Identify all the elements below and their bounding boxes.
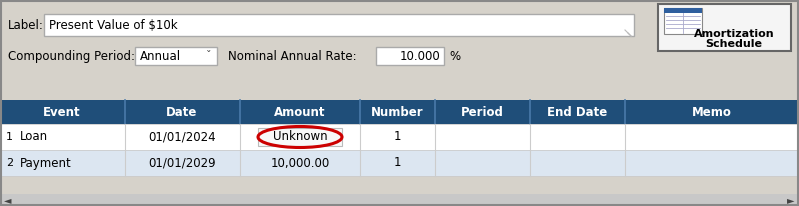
Text: 01/01/2024: 01/01/2024	[148, 130, 216, 144]
Text: Label:: Label:	[8, 19, 44, 32]
Text: Payment: Payment	[20, 157, 72, 170]
Text: 1: 1	[393, 130, 401, 144]
Text: Period: Period	[460, 105, 503, 118]
Text: Schedule: Schedule	[706, 39, 762, 49]
Text: Annual: Annual	[140, 49, 181, 62]
Text: Loan: Loan	[20, 130, 48, 144]
Text: 1: 1	[393, 157, 401, 170]
Text: Memo: Memo	[692, 105, 732, 118]
Text: Unknown: Unknown	[272, 130, 328, 144]
Text: 01/01/2029: 01/01/2029	[148, 157, 216, 170]
FancyBboxPatch shape	[376, 47, 444, 65]
Text: ˇ: ˇ	[206, 51, 212, 61]
FancyBboxPatch shape	[44, 14, 634, 36]
FancyBboxPatch shape	[664, 8, 702, 34]
Text: Amount: Amount	[274, 105, 326, 118]
Text: Date: Date	[166, 105, 197, 118]
Text: ►: ►	[787, 195, 795, 205]
FancyBboxPatch shape	[0, 124, 799, 150]
FancyBboxPatch shape	[658, 4, 791, 51]
Text: 1: 1	[6, 132, 13, 142]
Text: Present Value of $10k: Present Value of $10k	[49, 19, 177, 32]
Text: ◄: ◄	[4, 195, 12, 205]
Text: %: %	[449, 49, 460, 62]
Text: 10.000: 10.000	[400, 49, 440, 62]
Text: 10,000.00: 10,000.00	[270, 157, 330, 170]
Text: Nominal Annual Rate:: Nominal Annual Rate:	[228, 49, 356, 62]
FancyBboxPatch shape	[0, 150, 799, 176]
FancyBboxPatch shape	[664, 8, 702, 13]
FancyBboxPatch shape	[258, 128, 342, 146]
FancyBboxPatch shape	[0, 100, 799, 124]
FancyBboxPatch shape	[0, 194, 799, 206]
Text: 2: 2	[6, 158, 13, 168]
Text: Compounding Period:: Compounding Period:	[8, 49, 135, 62]
Text: Event: Event	[43, 105, 81, 118]
Text: Amortization: Amortization	[694, 29, 774, 39]
Text: Number: Number	[371, 105, 423, 118]
Text: End Date: End Date	[547, 105, 607, 118]
FancyBboxPatch shape	[135, 47, 217, 65]
